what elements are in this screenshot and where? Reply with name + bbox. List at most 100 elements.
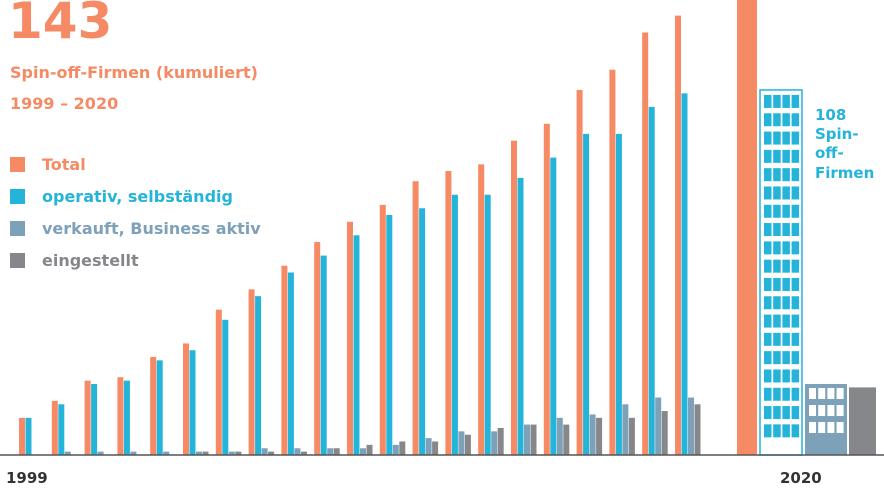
tower-window bbox=[764, 94, 772, 108]
bar-operativ-2008 bbox=[320, 255, 327, 455]
bar-verkauft-2003 bbox=[163, 451, 170, 455]
bar-operativ-2000 bbox=[58, 404, 65, 455]
bar-verkauft-2000 bbox=[64, 451, 71, 455]
legend-swatch-operativ bbox=[10, 188, 25, 204]
tower-window bbox=[782, 168, 790, 182]
bar-operativ-2013 bbox=[484, 194, 491, 456]
tower-window bbox=[791, 241, 800, 255]
verkauft-window bbox=[836, 422, 844, 434]
bar-verkauft-2001 bbox=[97, 451, 104, 455]
tower-window bbox=[773, 94, 781, 108]
bar-eingestellt-2017 bbox=[628, 417, 635, 455]
legend-label-total: Total bbox=[42, 154, 86, 174]
tower-window bbox=[791, 186, 800, 200]
bar-eingestellt-2010 bbox=[399, 441, 406, 455]
tower-window bbox=[782, 277, 790, 291]
bar-group bbox=[19, 15, 701, 456]
bar-total-2009 bbox=[347, 221, 353, 455]
legend-item-total: Total bbox=[10, 148, 261, 180]
bar-verkauft-2012 bbox=[458, 431, 465, 455]
tower-window bbox=[791, 296, 800, 310]
bar-verkauft-2018 bbox=[655, 397, 662, 455]
bar-total-2007 bbox=[281, 265, 288, 455]
tower-window bbox=[782, 387, 790, 401]
bar-verkauft-2011 bbox=[425, 438, 432, 455]
tower-window bbox=[773, 204, 781, 218]
bar-verkauft-2002 bbox=[130, 451, 137, 455]
x-tick-label-end: 2020 bbox=[780, 469, 822, 487]
bar-operativ-1999 bbox=[25, 417, 32, 455]
legend-item-eingestellt: eingestellt bbox=[10, 244, 261, 276]
tower-window bbox=[764, 259, 772, 273]
tower-window bbox=[773, 277, 781, 291]
bar-eingestellt-2008 bbox=[333, 448, 340, 455]
tower-window bbox=[773, 406, 781, 420]
tower-window bbox=[764, 204, 772, 218]
tower-windows bbox=[764, 94, 800, 438]
tower-window bbox=[791, 369, 800, 383]
tower-window bbox=[764, 168, 772, 182]
bar-verkauft-2006 bbox=[261, 448, 268, 455]
bar-verkauft-2010 bbox=[392, 444, 399, 455]
tower-window bbox=[764, 241, 772, 255]
tower-window bbox=[782, 351, 790, 365]
tower-window bbox=[773, 113, 781, 127]
tower-window bbox=[773, 186, 781, 200]
verkauft-window bbox=[809, 388, 816, 400]
bar-total-2015 bbox=[543, 123, 550, 455]
legend: Total operativ, selbständig verkauft, Bu… bbox=[10, 148, 261, 276]
bar-operativ-2009 bbox=[353, 235, 360, 455]
bar-eingestellt-2016 bbox=[596, 417, 603, 455]
bar-verkauft-2009 bbox=[360, 448, 366, 455]
tower-window bbox=[782, 314, 790, 328]
legend-label-eingestellt: eingestellt bbox=[42, 250, 139, 270]
callout-line-1: Spin- bbox=[815, 125, 859, 144]
bar-total-2006 bbox=[248, 289, 255, 455]
tower-window bbox=[773, 296, 781, 310]
tower-window bbox=[791, 332, 800, 346]
tower-window bbox=[764, 186, 772, 200]
bar-total-2005 bbox=[215, 309, 222, 455]
verkauft-window bbox=[836, 405, 844, 417]
tower-window bbox=[791, 94, 800, 108]
tower-window bbox=[782, 424, 790, 438]
tower-window bbox=[773, 387, 781, 401]
legend-swatch-eingestellt bbox=[10, 252, 25, 268]
bar-total-2016 bbox=[576, 89, 583, 456]
tower-window bbox=[791, 351, 800, 365]
bar-eingestellt-2020 bbox=[849, 387, 876, 455]
bar-total-2008 bbox=[314, 242, 321, 455]
bar-operativ-2007 bbox=[287, 272, 294, 455]
bar-verkauft-2019 bbox=[688, 397, 694, 455]
bar-verkauft-2015 bbox=[556, 417, 563, 455]
bar-total-1999 bbox=[19, 417, 25, 455]
tower-window bbox=[773, 131, 781, 145]
tower-window bbox=[782, 186, 790, 200]
bar-eingestellt-2009 bbox=[366, 444, 373, 455]
final-year-buildings bbox=[737, 0, 876, 456]
tower-window bbox=[791, 259, 800, 273]
tower-window bbox=[791, 204, 800, 218]
tower-window bbox=[782, 369, 790, 383]
verkauft-window bbox=[809, 422, 816, 434]
legend-label-operativ: operativ, selbständig bbox=[42, 186, 233, 206]
tower-window bbox=[782, 223, 790, 237]
verkauft-window bbox=[809, 405, 816, 417]
legend-swatch-total bbox=[10, 156, 25, 172]
tower-window bbox=[764, 424, 772, 438]
tower-window bbox=[791, 277, 800, 291]
bar-verkauft-2016 bbox=[589, 414, 596, 455]
bar-operativ-2010 bbox=[386, 215, 393, 455]
operativ-callout: 108 Spin- off- Firmen bbox=[815, 106, 874, 183]
tower-window bbox=[764, 369, 772, 383]
bar-eingestellt-2006 bbox=[268, 451, 275, 455]
bar-verkauft-2017 bbox=[622, 404, 629, 455]
tower-window bbox=[791, 387, 800, 401]
bar-total-2002 bbox=[117, 377, 124, 455]
bar-total-2000 bbox=[51, 400, 58, 455]
bar-eingestellt-2014 bbox=[530, 424, 537, 455]
tower-window bbox=[782, 94, 790, 108]
tower-window bbox=[773, 241, 781, 255]
tower-window bbox=[764, 277, 772, 291]
